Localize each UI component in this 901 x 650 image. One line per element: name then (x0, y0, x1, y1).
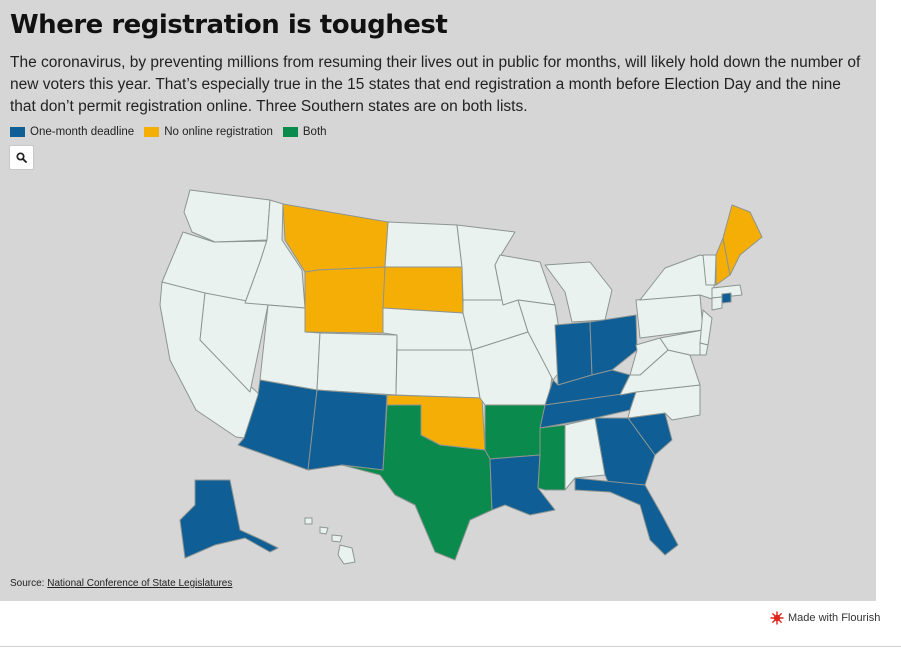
state-north-carolina[interactable] (627, 384, 701, 421)
state-north-dakota[interactable] (384, 221, 463, 268)
state-massachusetts[interactable] (711, 284, 743, 299)
source-label: Source: (10, 578, 48, 589)
legend-item-both[interactable]: Both (282, 126, 327, 138)
state-maine[interactable] (722, 204, 763, 276)
state-florida[interactable] (574, 477, 679, 556)
state-texas[interactable] (341, 404, 493, 561)
flourish-credit[interactable]: Made with Flourish (770, 611, 880, 625)
source-note: Source: National Conference of State Leg… (10, 578, 232, 589)
state-delaware[interactable] (699, 342, 709, 356)
bottom-rule (0, 646, 901, 647)
flourish-logo-icon (770, 611, 784, 625)
legend-swatch-yellow (144, 127, 160, 137)
legend-item-no-online[interactable]: No online registration (144, 126, 273, 138)
state-wyoming[interactable] (304, 266, 386, 334)
state-ohio[interactable] (589, 314, 638, 376)
state-alaska[interactable] (179, 479, 279, 559)
state-rhode-island[interactable] (721, 292, 732, 304)
state-montana[interactable] (282, 203, 389, 273)
state-maryland[interactable] (659, 329, 704, 356)
legend-label: No online registration (164, 126, 273, 138)
legend-label: Both (302, 126, 327, 138)
state-south-dakota[interactable] (382, 266, 464, 314)
legend-swatch-green (282, 127, 298, 137)
state-vermont[interactable] (702, 254, 717, 286)
chart-subtitle: The coronavirus, by preventing millions … (10, 54, 861, 115)
flourish-label: Made with Flourish (788, 612, 881, 624)
state-indiana[interactable] (554, 321, 593, 386)
state-mississippi[interactable] (537, 424, 566, 491)
state-hawaii[interactable] (304, 517, 356, 565)
state-wisconsin[interactable] (494, 254, 556, 306)
state-colorado[interactable] (316, 332, 398, 396)
us-map (159, 189, 763, 565)
chart-title: Where registration is toughest (10, 10, 448, 40)
state-new-mexico[interactable] (307, 389, 388, 471)
state-washington[interactable] (183, 189, 271, 243)
legend-swatch-blue (10, 127, 25, 137)
state-alabama[interactable] (564, 417, 606, 491)
legend-label: One-month deadline (30, 126, 135, 138)
search-icon (16, 152, 27, 163)
state-arkansas[interactable] (484, 404, 546, 460)
state-kansas[interactable] (395, 349, 481, 399)
legend: One-month deadline No online registratio… (10, 126, 337, 138)
source-link[interactable]: National Conference of State Legislature… (47, 578, 233, 589)
legend-item-one-month[interactable]: One-month deadline (10, 126, 134, 138)
search-button[interactable] (9, 145, 34, 170)
state-connecticut[interactable] (711, 296, 723, 311)
